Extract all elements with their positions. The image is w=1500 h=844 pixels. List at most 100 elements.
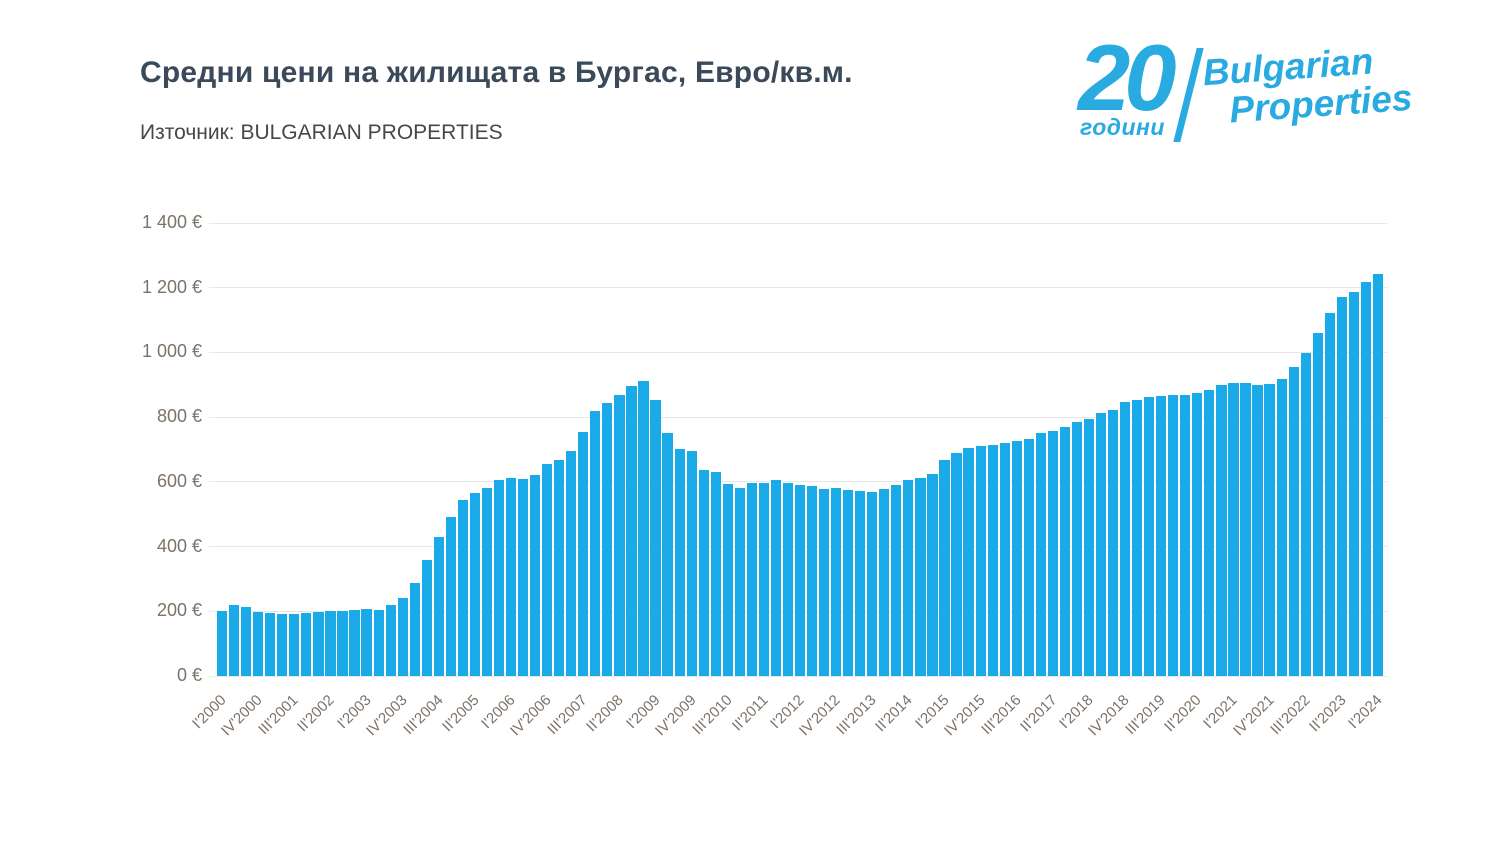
bar	[1204, 389, 1215, 676]
brand-logo: 20 години Bulgarian Properties	[1078, 25, 1423, 159]
bar	[903, 480, 914, 676]
bar	[927, 473, 938, 676]
bar	[1240, 383, 1251, 676]
logo-brand-name: Bulgarian Properties	[1201, 39, 1413, 131]
bar	[1228, 383, 1239, 676]
bar	[867, 491, 878, 676]
bar	[746, 483, 757, 676]
bar	[999, 443, 1010, 676]
bar	[445, 517, 456, 676]
y-tick-label: 800 €	[156, 406, 202, 427]
gridline	[209, 675, 1387, 677]
bar	[1132, 399, 1143, 676]
bar	[481, 487, 493, 676]
bar	[879, 488, 890, 676]
bar	[674, 448, 685, 676]
bar	[1095, 412, 1107, 676]
bar	[265, 612, 276, 676]
bar	[457, 500, 468, 676]
bar	[987, 444, 998, 676]
bar	[806, 486, 818, 676]
bar	[939, 459, 950, 676]
y-tick-label: 1 400 €	[141, 212, 202, 232]
bar	[602, 403, 613, 676]
bar	[469, 492, 481, 676]
bar	[1276, 378, 1287, 676]
bar	[493, 480, 505, 676]
bar	[1324, 313, 1335, 676]
source-label: Източник: BULGARIAN PROPERTIES	[140, 121, 503, 144]
bar	[819, 488, 830, 676]
bar	[831, 487, 842, 676]
page-title: Средни цени на жилищата в Бургас, Евро/к…	[140, 56, 853, 89]
y-tick-label: 200 €	[156, 600, 202, 621]
bar	[554, 460, 565, 676]
bar	[253, 611, 264, 676]
plot-area: 0 € 200 € 400 € 600 € 800 € 1 000 € 1 200 € 1 4…	[142, 212, 1387, 739]
bar	[1192, 393, 1203, 676]
bar	[217, 610, 228, 676]
bar	[915, 477, 926, 676]
bar	[722, 484, 733, 676]
bar	[698, 469, 709, 676]
bar	[1336, 297, 1347, 676]
bar	[710, 472, 721, 676]
bar	[325, 611, 336, 676]
bar	[349, 610, 360, 676]
bar	[1047, 431, 1058, 676]
gridline	[209, 287, 1387, 289]
logo-years-word: години	[1080, 114, 1165, 140]
bar	[433, 536, 444, 676]
bar	[337, 610, 348, 676]
bar	[241, 607, 252, 676]
bar	[1252, 385, 1263, 676]
bar	[1107, 409, 1119, 676]
bar	[229, 605, 240, 676]
y-tick-label: 0 €	[176, 665, 202, 685]
bar	[578, 432, 589, 676]
bar	[590, 410, 601, 676]
bar	[650, 399, 661, 676]
bar	[1071, 422, 1083, 676]
bar	[1264, 384, 1275, 676]
bar	[518, 479, 529, 676]
y-tick-label: 400 €	[156, 535, 202, 556]
bar	[566, 451, 577, 676]
y-tick-label: 1 200 €	[141, 276, 202, 297]
y-tick-label: 1 000 €	[141, 341, 202, 362]
bar	[421, 559, 432, 676]
bar	[1120, 402, 1131, 676]
bar	[1156, 396, 1167, 676]
bar	[530, 474, 541, 676]
bar	[975, 446, 986, 676]
bar	[301, 612, 312, 676]
bar	[614, 395, 625, 676]
bar	[1011, 441, 1022, 676]
bar	[289, 614, 300, 676]
gridline	[209, 351, 1387, 353]
gridline	[209, 481, 1387, 483]
bar	[1348, 292, 1359, 676]
bar	[1023, 438, 1034, 676]
bar	[951, 452, 962, 676]
bar	[397, 598, 408, 676]
bar	[686, 451, 697, 676]
bar	[385, 604, 396, 676]
bar	[638, 380, 649, 676]
bar	[758, 482, 769, 676]
bar	[1216, 385, 1227, 676]
gridline	[209, 222, 1387, 224]
bar	[891, 485, 902, 676]
bar	[662, 432, 673, 676]
bar	[1059, 426, 1070, 676]
y-tick-label: 600 €	[156, 470, 202, 491]
bar	[505, 477, 517, 676]
bar	[843, 489, 854, 676]
bar	[855, 490, 866, 676]
bar	[1144, 397, 1155, 676]
bar	[963, 447, 974, 676]
bar	[277, 613, 288, 676]
bar	[542, 464, 553, 676]
gridline	[209, 416, 1387, 418]
